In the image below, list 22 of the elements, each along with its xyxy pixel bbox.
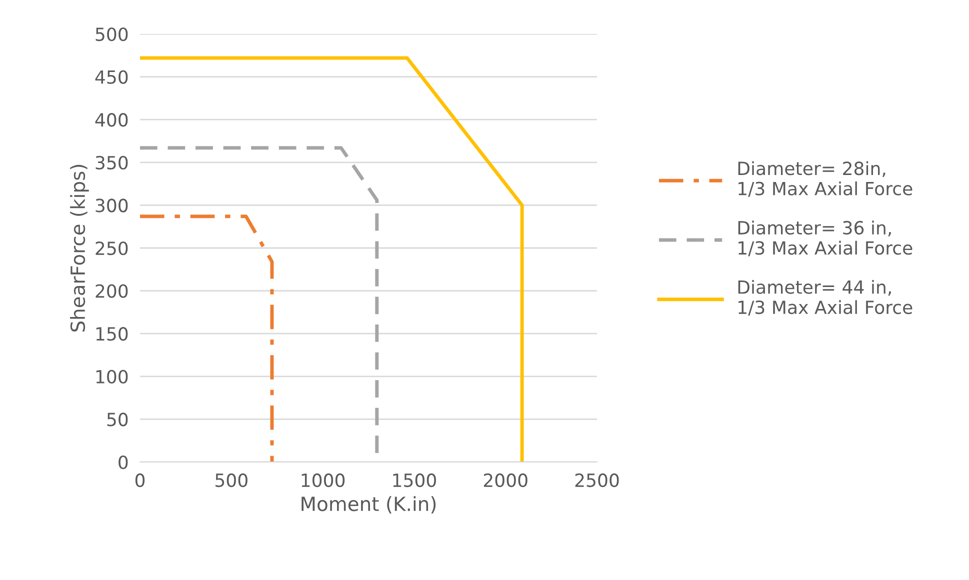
y-tick-label: 350 <box>96 156 128 170</box>
y-tick-label: 150 <box>96 327 128 341</box>
legend-label: Diameter= 36 in,1/3 Max Axial Force <box>738 220 912 256</box>
y-tick-label: 400 <box>95 113 128 127</box>
y-tick-label: 50 <box>107 412 128 426</box>
x-tick-label: 2500 <box>575 473 619 488</box>
x-tick-label: 1500 <box>393 473 436 488</box>
y-tick-label: 300 <box>96 198 128 212</box>
x-tick-label: 500 <box>216 473 248 488</box>
x-tick-label: 2000 <box>484 473 528 488</box>
y-tick-label: 500 <box>96 27 128 42</box>
y-tick-label: 450 <box>95 70 128 84</box>
y-tick-label: 100 <box>96 370 128 384</box>
legend-label: Diameter= 44 in, 1/3 Max Axial Force <box>738 280 912 316</box>
y-tick-label: 250 <box>96 241 128 256</box>
x-axis-title: Moment (K.in) <box>302 496 436 514</box>
x-tick-label: 0 <box>135 473 145 488</box>
y-tick-label: 200 <box>96 284 128 298</box>
y-axis-title: ShearForce (kips) <box>70 164 89 332</box>
legend-label: Diameter= 28in,1/3 Max Axial Force <box>738 161 912 197</box>
y-tick-label: 0 <box>118 455 128 470</box>
x-tick-label: 1000 <box>302 473 345 488</box>
